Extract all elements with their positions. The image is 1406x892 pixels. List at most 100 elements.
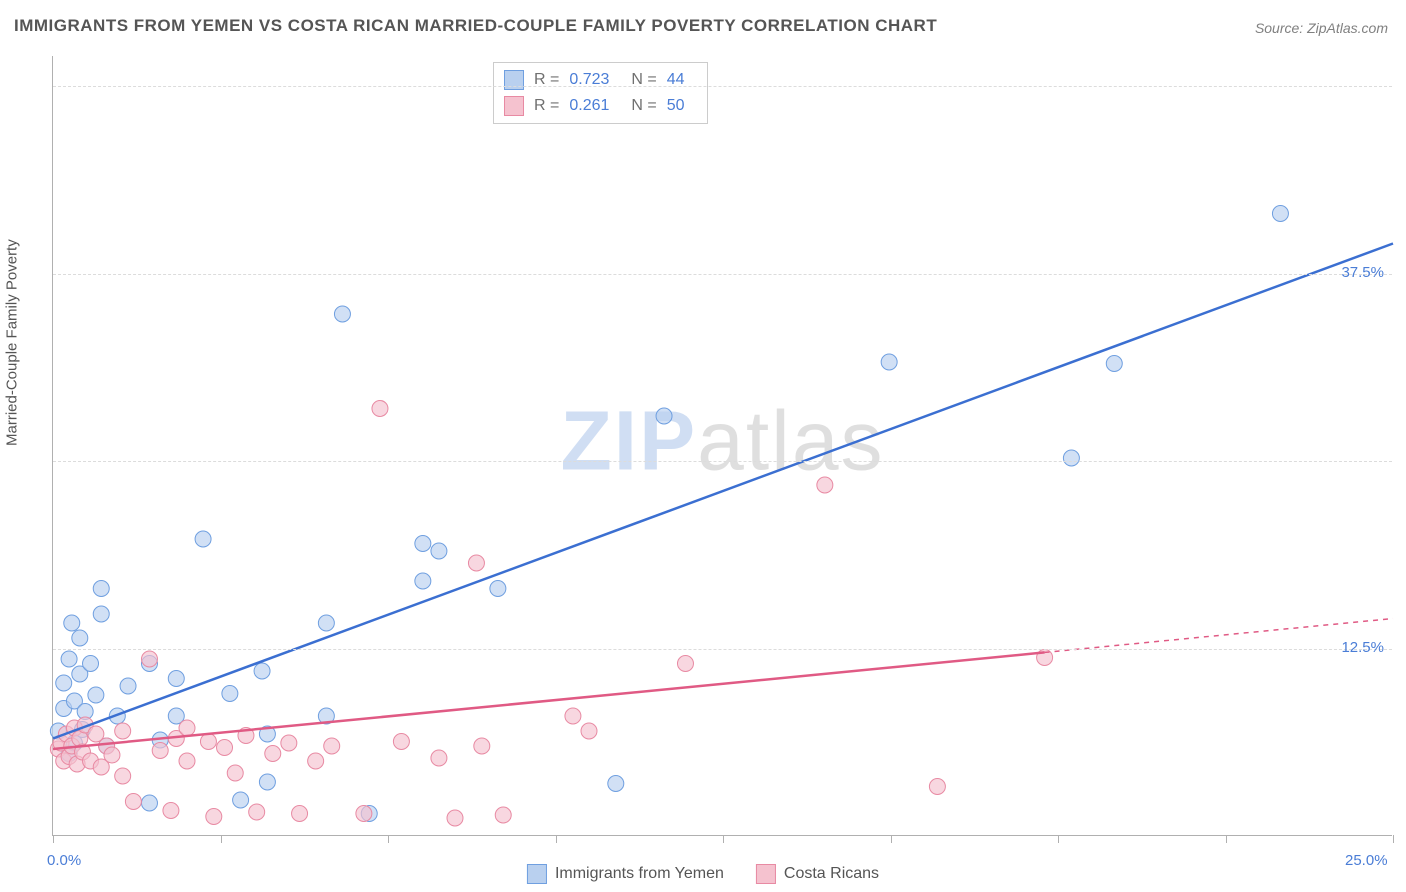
x-tick: [53, 835, 54, 843]
data-point: [179, 753, 195, 769]
data-point: [227, 765, 243, 781]
data-point: [93, 606, 109, 622]
trend-line: [53, 244, 1393, 739]
data-point: [61, 651, 77, 667]
data-point: [881, 354, 897, 370]
legend-swatch: [504, 96, 524, 116]
legend-row: R = 0.261 N = 50: [504, 93, 697, 119]
data-point: [656, 408, 672, 424]
correlation-legend: R =0.723N =44 R = 0.261 N = 50: [493, 62, 708, 124]
data-point: [308, 753, 324, 769]
data-point: [292, 806, 308, 822]
gridline: [53, 86, 1392, 87]
x-tick: [891, 835, 892, 843]
data-point: [104, 747, 120, 763]
data-point: [608, 776, 624, 792]
n-value: 50: [667, 97, 685, 115]
gridline: [53, 274, 1392, 275]
x-tick: [723, 835, 724, 843]
data-point: [56, 675, 72, 691]
y-tick-label: 37.5%: [1341, 264, 1384, 281]
data-point: [372, 401, 388, 417]
x-tick-label: 25.0%: [1345, 852, 1388, 869]
r-label: R =: [534, 97, 559, 115]
data-point: [64, 615, 80, 631]
x-tick: [388, 835, 389, 843]
data-point: [817, 477, 833, 493]
data-point: [93, 581, 109, 597]
data-point: [195, 531, 211, 547]
r-value: 0.261: [569, 97, 609, 115]
n-label: N =: [631, 97, 656, 115]
data-point: [581, 723, 597, 739]
data-point: [168, 671, 184, 687]
data-point: [393, 734, 409, 750]
data-point: [324, 738, 340, 754]
data-point: [88, 687, 104, 703]
data-point: [222, 686, 238, 702]
data-point: [233, 792, 249, 808]
gridline: [53, 649, 1392, 650]
data-point: [141, 651, 157, 667]
series-legend: Immigrants from Yemen Costa Ricans: [527, 864, 879, 884]
data-point: [281, 735, 297, 751]
data-point: [431, 543, 447, 559]
data-point: [474, 738, 490, 754]
x-tick-label: 0.0%: [47, 852, 81, 869]
data-point: [254, 663, 270, 679]
data-point: [447, 810, 463, 826]
data-point: [356, 806, 372, 822]
data-point: [334, 306, 350, 322]
data-point: [929, 779, 945, 795]
y-axis-label: Married-Couple Family Poverty: [4, 239, 21, 446]
data-point: [1272, 206, 1288, 222]
data-point: [206, 809, 222, 825]
data-point: [495, 807, 511, 823]
x-tick: [1226, 835, 1227, 843]
data-point: [115, 723, 131, 739]
legend-swatch: [756, 864, 776, 884]
legend-label: Costa Ricans: [784, 865, 879, 883]
legend-swatch: [504, 70, 524, 90]
gridline: [53, 461, 1392, 462]
trend-line: [53, 652, 1045, 749]
data-point: [431, 750, 447, 766]
data-point: [217, 740, 233, 756]
x-tick: [221, 835, 222, 843]
plot-area: ZIPatlas R =0.723N =44R =0.261N =50 12.5…: [52, 56, 1392, 836]
legend-swatch: [527, 864, 547, 884]
x-tick: [1058, 835, 1059, 843]
data-point: [72, 630, 88, 646]
data-point: [249, 804, 265, 820]
legend-item: Immigrants from Yemen: [527, 864, 724, 884]
legend-item: Costa Ricans: [756, 864, 879, 884]
data-point: [115, 768, 131, 784]
data-point: [415, 536, 431, 552]
chart-title: IMMIGRANTS FROM YEMEN VS COSTA RICAN MAR…: [14, 16, 937, 36]
legend-label: Immigrants from Yemen: [555, 865, 724, 883]
data-point: [415, 573, 431, 589]
data-point: [565, 708, 581, 724]
data-point: [259, 774, 275, 790]
x-tick: [556, 835, 557, 843]
data-point: [468, 555, 484, 571]
data-point: [677, 656, 693, 672]
data-point: [163, 803, 179, 819]
data-point: [1106, 356, 1122, 372]
data-point: [318, 615, 334, 631]
data-point: [265, 746, 281, 762]
data-point: [1063, 450, 1079, 466]
data-point: [200, 734, 216, 750]
data-point: [152, 743, 168, 759]
legend-row: R =0.723N =44: [504, 67, 697, 93]
data-point: [179, 720, 195, 736]
x-tick: [1393, 835, 1394, 843]
data-point: [83, 656, 99, 672]
y-tick-label: 12.5%: [1341, 639, 1384, 656]
source-attribution: Source: ZipAtlas.com: [1255, 20, 1388, 36]
data-point: [490, 581, 506, 597]
data-point: [125, 794, 141, 810]
chart-svg: [53, 56, 1392, 835]
data-point: [120, 678, 136, 694]
data-point: [141, 795, 157, 811]
